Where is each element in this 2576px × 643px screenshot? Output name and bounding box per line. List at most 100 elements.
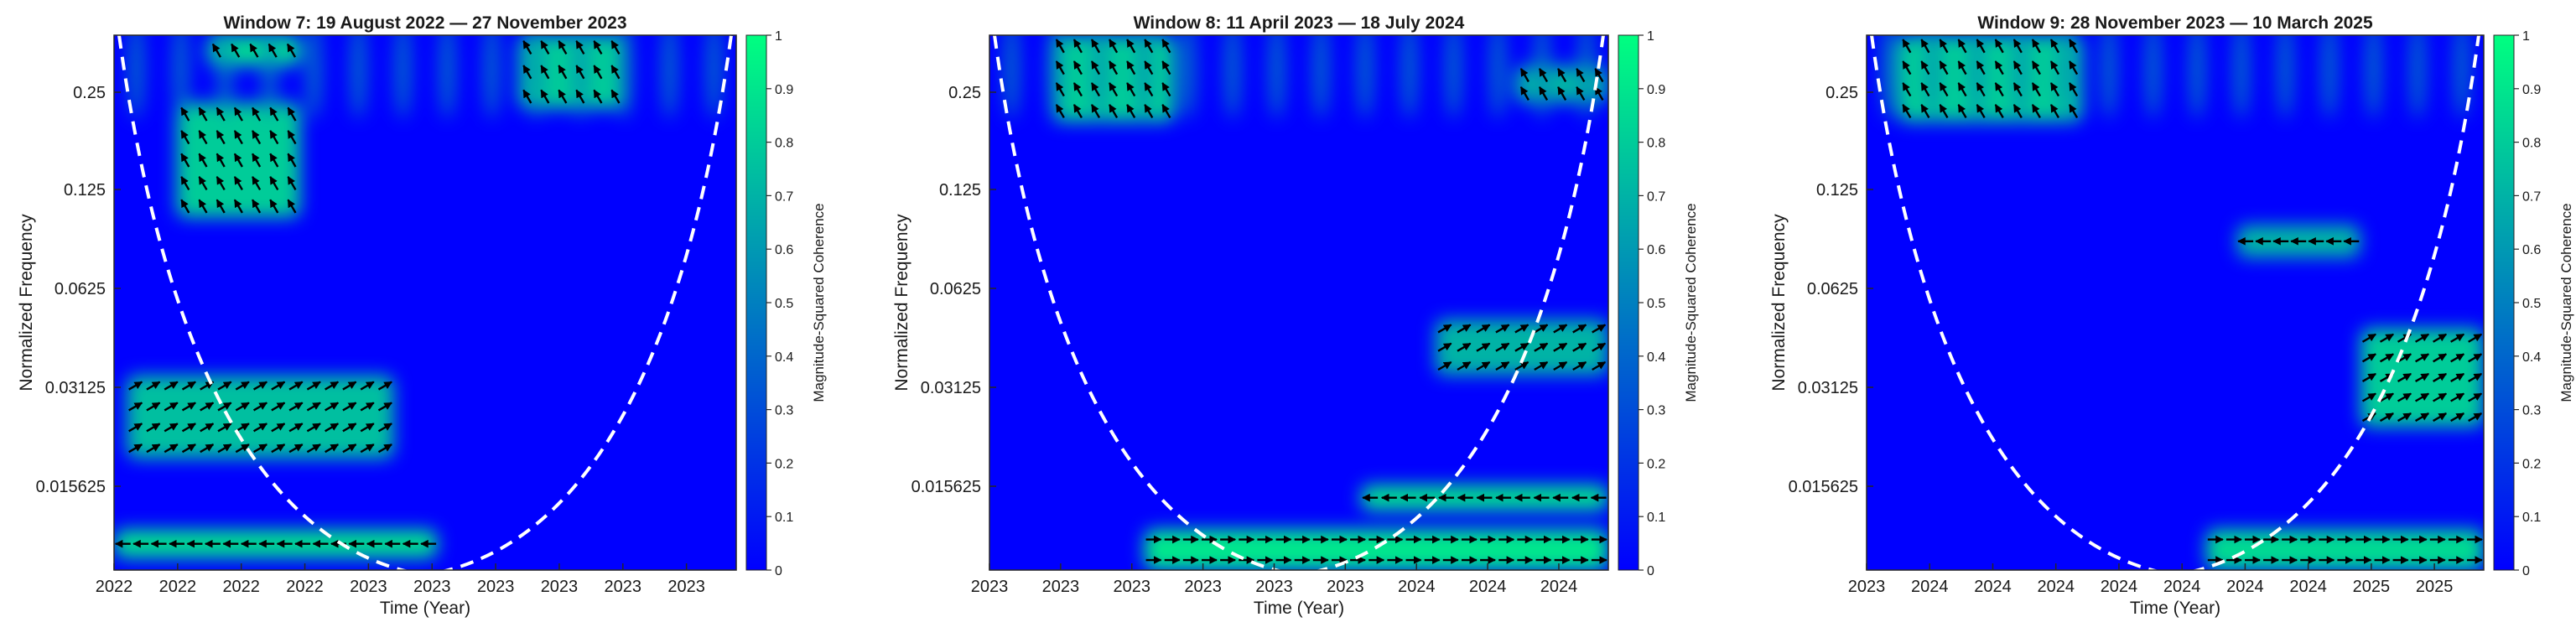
phase-arrow	[198, 176, 208, 191]
phase-arrow	[1957, 104, 1967, 119]
panel-2: Window 8: 11 April 2023 — 18 July 2024 0.…	[892, 13, 1699, 618]
x-tick-label: 2023	[1042, 578, 1080, 596]
colorbar-tick-label: 0.7	[2522, 189, 2541, 204]
phase-arrow	[252, 402, 267, 412]
phase-arrow	[1976, 104, 1986, 119]
phase-arrow	[1476, 324, 1491, 334]
coherence-texture	[2409, 35, 2427, 119]
phase-arrow	[164, 402, 179, 412]
phase-arrow	[1090, 39, 1101, 54]
phase-arrow	[2031, 104, 2041, 119]
x-tick-label: 2024	[1398, 578, 1436, 596]
phase-arrow	[2468, 353, 2483, 363]
x-tick-label: 2024	[1974, 578, 2012, 596]
phase-arrow	[180, 153, 190, 168]
phase-arrow	[181, 381, 196, 391]
coherence-texture	[261, 35, 278, 119]
phase-arrow	[1592, 360, 1607, 371]
phase-arrow	[540, 40, 550, 55]
phase-arrow	[558, 65, 568, 80]
y-tick-label: 0.0625	[55, 280, 106, 298]
phase-arrow	[522, 40, 532, 55]
phase-arrow	[360, 443, 375, 454]
colorbar	[2493, 34, 2515, 571]
phase-arrow	[2049, 104, 2060, 119]
y-tick-label: 0.125	[1816, 181, 1858, 200]
coherence-texture	[2232, 35, 2250, 119]
phase-arrow	[1957, 82, 1967, 97]
phase-arrow	[1957, 60, 1967, 75]
colorbar-tick-label: 0.6	[775, 243, 793, 257]
y-tick-label: 0.25	[73, 84, 106, 102]
phase-arrow	[252, 106, 262, 122]
coherence-region	[2205, 529, 2484, 570]
panel-3: Window 9: 28 November 2023 — 10 March 20…	[1769, 13, 2574, 618]
x-tick-label: 2023	[541, 578, 579, 596]
phase-arrow	[1994, 39, 2004, 54]
phase-arrow	[235, 443, 250, 454]
phase-arrow	[1538, 86, 1549, 101]
phase-arrow	[1592, 324, 1607, 334]
phase-arrow	[217, 423, 232, 433]
phase-arrow	[181, 423, 196, 433]
coherence-texture	[394, 35, 412, 119]
axes-frame	[1866, 34, 2485, 571]
colorbar-tick-label: 0.8	[2522, 137, 2541, 151]
phase-arrow	[1161, 39, 1171, 54]
phase-arrow	[2450, 353, 2465, 363]
phase-arrow	[1437, 324, 1452, 334]
colorbar-label: Magnitude-Squared Coherence	[1683, 203, 1699, 402]
phase-arrow	[2433, 392, 2448, 402]
colorbar-tick-label: 0.9	[775, 83, 793, 97]
phase-arrow	[1514, 342, 1530, 352]
chart-title: Window 8: 11 April 2023 — 18 July 2024	[1134, 13, 1465, 33]
phase-arrow	[1457, 360, 1472, 371]
phase-arrow	[2397, 392, 2412, 402]
phase-arrow	[1072, 39, 1083, 54]
phase-arrow	[306, 381, 321, 391]
phase-arrow	[1519, 86, 1530, 101]
phase-arrow	[269, 153, 279, 168]
phase-arrow	[287, 130, 297, 145]
phase-arrow	[1576, 86, 1586, 101]
colorbar-tick-label: 0	[775, 564, 782, 578]
phase-arrow	[1072, 104, 1083, 119]
y-tick-label: 0.125	[64, 181, 106, 200]
colorbar-tick-label: 0.2	[775, 457, 793, 471]
phase-arrow	[2397, 372, 2412, 382]
y-tick-label: 0.03125	[45, 379, 106, 397]
phase-arrow	[1592, 342, 1607, 352]
y-tick-label: 0.015625	[1789, 478, 1858, 496]
phase-arrow	[1976, 60, 1986, 75]
coherence-texture	[2453, 35, 2470, 119]
phase-arrow	[181, 402, 196, 412]
phase-arrow	[1090, 104, 1101, 119]
phase-arrow	[306, 402, 321, 412]
phase-arrow	[146, 381, 161, 391]
phase-arrow	[252, 381, 267, 391]
phase-arrow	[1920, 104, 1930, 119]
coherence-texture	[2189, 35, 2206, 119]
phase-arrow	[2031, 60, 2041, 75]
x-tick-label: 2023	[971, 578, 1009, 596]
phase-arrow	[1055, 39, 1065, 54]
coherence-texture	[2277, 35, 2294, 119]
phase-arrow	[271, 402, 286, 412]
phase-arrow	[2433, 372, 2448, 382]
phase-arrow	[216, 176, 226, 191]
x-tick-label: 2024	[2226, 578, 2264, 596]
coherence-texture	[1924, 35, 1941, 119]
phase-arrow	[164, 423, 179, 433]
phase-arrow	[181, 443, 196, 454]
colorbar-tick-label: 0.5	[775, 297, 793, 311]
phase-arrow	[271, 443, 286, 454]
colorbar-tick-label: 0.3	[775, 404, 793, 418]
colorbar-tick-label: 0.9	[2522, 83, 2541, 97]
coherence-texture	[2321, 35, 2338, 119]
phase-arrow	[180, 176, 190, 191]
phase-arrow	[288, 402, 304, 412]
phase-arrow	[233, 106, 243, 122]
x-tick-label: 2023	[413, 578, 451, 596]
phase-arrow	[1994, 60, 2004, 75]
